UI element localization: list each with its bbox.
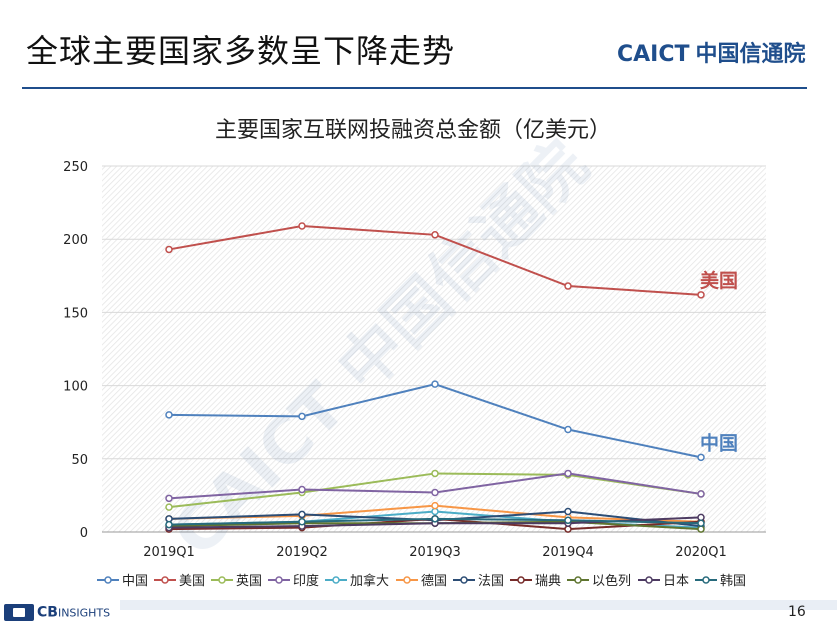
data-point bbox=[431, 469, 439, 478]
data-point bbox=[697, 490, 705, 498]
legend-label: 瑞典 bbox=[535, 574, 561, 589]
legend-label: 德国 bbox=[421, 574, 447, 589]
x-tick-label: 2020Q1 bbox=[675, 545, 727, 560]
legend-marker bbox=[645, 576, 653, 584]
legend-label: 英国 bbox=[236, 574, 262, 589]
legend-item: 以色列 bbox=[567, 573, 631, 589]
x-tick-label: 2019Q3 bbox=[409, 545, 461, 560]
legend-label: 加拿大 bbox=[350, 573, 389, 589]
investment-line-chart: 主要国家互联网投融资总金额（亿美元） 0 50 100 150 200 250 2019Q… bbox=[63, 118, 766, 589]
data-point bbox=[697, 519, 705, 527]
data-point bbox=[431, 231, 439, 239]
data-point bbox=[564, 425, 572, 434]
y-tick-label: 50 bbox=[71, 453, 88, 468]
data-point bbox=[165, 245, 173, 254]
legend-marker bbox=[403, 576, 411, 584]
legend-marker bbox=[702, 576, 710, 584]
title-divider bbox=[22, 87, 807, 89]
series-印度 bbox=[165, 469, 705, 503]
footer-bar bbox=[120, 600, 837, 610]
data-point bbox=[165, 520, 173, 529]
cb-logo-icon bbox=[4, 604, 34, 621]
series-中国 bbox=[165, 380, 705, 462]
y-tick-label: 100 bbox=[63, 380, 88, 395]
legend-item: 韩国 bbox=[695, 574, 746, 589]
data-point bbox=[431, 501, 439, 510]
data-point bbox=[298, 222, 306, 230]
legend-item: 加拿大 bbox=[325, 573, 389, 589]
series-韩国 bbox=[165, 515, 705, 529]
legend-marker bbox=[332, 576, 340, 584]
legend-marker bbox=[104, 576, 112, 584]
chart-title: 主要国家互联网投融资总金额（亿美元） bbox=[215, 118, 611, 143]
legend-marker bbox=[574, 576, 582, 584]
caict-logo: CAICT 中国信通院 bbox=[617, 36, 806, 68]
legend-item: 美国 bbox=[154, 574, 205, 589]
legend-item: 日本 bbox=[638, 574, 689, 589]
cb-logo-main: CB bbox=[37, 604, 58, 621]
logo-cn: 中国信通院 bbox=[695, 42, 806, 67]
legend-label: 美国 bbox=[179, 574, 205, 589]
data-point bbox=[298, 518, 306, 526]
data-point bbox=[431, 380, 439, 388]
series-美国 bbox=[165, 222, 705, 299]
legend-marker bbox=[275, 576, 283, 584]
legend-label: 印度 bbox=[293, 573, 319, 589]
series-annotation: 美国 bbox=[700, 269, 738, 292]
page-number: 16 bbox=[788, 604, 806, 620]
legend-marker bbox=[161, 576, 169, 584]
data-point bbox=[165, 515, 173, 523]
legend-label: 法国 bbox=[478, 574, 504, 589]
data-point bbox=[165, 503, 173, 511]
data-point bbox=[431, 507, 439, 516]
data-point bbox=[564, 516, 572, 525]
legend-item: 瑞典 bbox=[510, 574, 561, 589]
series-annotation: 中国 bbox=[700, 431, 738, 454]
data-point bbox=[165, 494, 173, 503]
legend-marker bbox=[517, 576, 525, 584]
slide-title: 全球主要国家多数呈下降走势 bbox=[26, 32, 456, 70]
data-point bbox=[697, 513, 705, 522]
legend-item: 英国 bbox=[211, 574, 262, 589]
data-point bbox=[697, 291, 705, 299]
logo-en: CAICT bbox=[617, 42, 690, 67]
legend-marker bbox=[218, 576, 226, 584]
data-point bbox=[298, 510, 306, 519]
data-point bbox=[431, 515, 439, 523]
y-tick-label: 200 bbox=[63, 233, 88, 248]
legend-item: 德国 bbox=[396, 574, 447, 589]
data-point bbox=[564, 507, 572, 516]
data-point bbox=[697, 525, 705, 533]
legend-item: 印度 bbox=[268, 573, 319, 589]
data-point bbox=[165, 411, 173, 419]
cb-logo-sub: INSIGHTS bbox=[57, 606, 111, 620]
data-point bbox=[564, 469, 572, 478]
legend-label: 日本 bbox=[663, 574, 689, 589]
legend-item: 中国 bbox=[97, 574, 148, 589]
x-tick-label: 2019Q2 bbox=[276, 545, 328, 560]
data-point bbox=[298, 412, 306, 421]
y-tick-label: 250 bbox=[63, 160, 88, 175]
legend-label: 韩国 bbox=[720, 574, 746, 589]
y-tick-label: 0 bbox=[80, 526, 88, 541]
data-point bbox=[564, 525, 572, 533]
y-tick-label: 150 bbox=[63, 306, 88, 321]
x-tick-label: 2019Q4 bbox=[542, 545, 594, 560]
data-point bbox=[431, 488, 439, 497]
data-point bbox=[697, 453, 705, 462]
data-point bbox=[564, 282, 572, 290]
legend-item: 法国 bbox=[453, 574, 504, 589]
legend-label: 以色列 bbox=[592, 573, 631, 589]
legend-label: 中国 bbox=[122, 574, 148, 589]
cb-insights-logo: CBINSIGHTS bbox=[4, 604, 110, 621]
legend-marker bbox=[460, 576, 468, 584]
data-point bbox=[298, 485, 306, 494]
x-tick-label: 2019Q1 bbox=[143, 545, 195, 560]
